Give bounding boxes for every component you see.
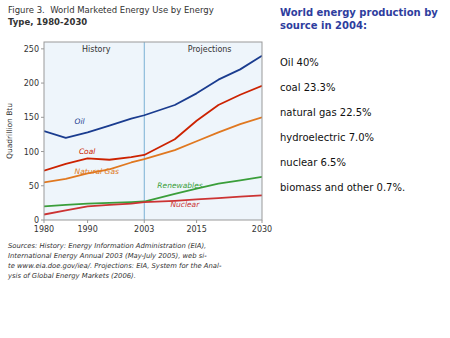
y-tick	[41, 151, 44, 152]
annotation: History	[82, 45, 111, 54]
source-line: te www.eia.doe.gov/iea/. Projections: EI…	[8, 262, 222, 270]
x-tick-label: 1990	[77, 225, 97, 234]
plot-background	[44, 42, 262, 220]
y-tick	[41, 117, 44, 118]
series-label: Renewables	[157, 181, 202, 190]
x-tick	[44, 220, 45, 223]
y-tick	[41, 48, 44, 49]
source-text: ysis of Global Energy Markets (2006).	[7, 272, 136, 280]
x-tick-label: 2015	[186, 225, 206, 234]
series-label: Natural Gas	[75, 167, 119, 176]
divider-line	[144, 42, 145, 220]
x-tick	[196, 220, 197, 223]
source-text: International Energy Annual 2003 (May-Ju…	[8, 252, 207, 260]
source-line: ysis of Global Energy Markets (2006).	[7, 272, 136, 280]
x-tick	[87, 220, 88, 223]
series-label: Coal	[79, 147, 96, 156]
x-tick-label: 2030	[252, 225, 272, 234]
series-line	[44, 117, 262, 182]
y-tick-label: 50	[29, 182, 39, 191]
series-line	[44, 195, 262, 214]
source-text: History:	[40, 242, 66, 250]
plot-frame	[44, 42, 262, 220]
subtitle: Type, 1980-2030	[8, 17, 87, 27]
series-label: Nuclear	[170, 200, 200, 209]
series-label: Oil	[75, 117, 86, 126]
source-text: Sources:	[8, 242, 40, 250]
side-title-line: source in 2004:	[280, 20, 367, 31]
x-tick-label: 2003	[134, 225, 154, 234]
x-tick-label: 1980	[34, 225, 54, 234]
y-axis-label: Quadrillion Btu	[5, 103, 14, 159]
side-item: biomass and other 0.7%.	[280, 182, 405, 193]
source-text: EIA, System for the Anal-	[134, 262, 222, 270]
side-title-line: World energy production by	[280, 7, 438, 18]
side-item: Oil 40%	[280, 57, 319, 68]
chart: Figure 3. World Marketed Energy Use by E…	[0, 0, 450, 338]
side-title: World energy production by source in 2004…	[280, 7, 438, 31]
y-tick-label: 250	[24, 45, 39, 54]
source-text: Energy Information Administration (EIA),	[66, 242, 206, 250]
y-tick-label: 150	[24, 113, 39, 122]
side-item: nuclear 6.5%	[280, 157, 346, 168]
source-line: Sources: History: Energy Information Adm…	[8, 242, 206, 250]
y-tick	[41, 83, 44, 84]
y-tick-label: 200	[24, 79, 39, 88]
title: Figure 3. World Marketed Energy Use by E…	[8, 5, 214, 15]
x-tick	[144, 220, 145, 223]
source-text: Projections:	[94, 262, 134, 270]
side-item: hydroelectric 7.0%	[280, 132, 374, 143]
series-line	[44, 56, 262, 138]
y-tick-label: 100	[24, 148, 39, 157]
plot-marks	[44, 42, 262, 220]
x-tick	[262, 220, 263, 223]
source-line: International Energy Annual 2003 (May-Ju…	[8, 252, 207, 260]
side-item: natural gas 22.5%	[280, 107, 372, 118]
y-tick-label: 0	[34, 216, 39, 225]
source-text: te www.eia.doe.gov/iea/.	[8, 262, 94, 270]
annotation: Projections	[188, 45, 232, 54]
y-tick	[41, 185, 44, 186]
side-item: coal 23.3%	[280, 82, 335, 93]
